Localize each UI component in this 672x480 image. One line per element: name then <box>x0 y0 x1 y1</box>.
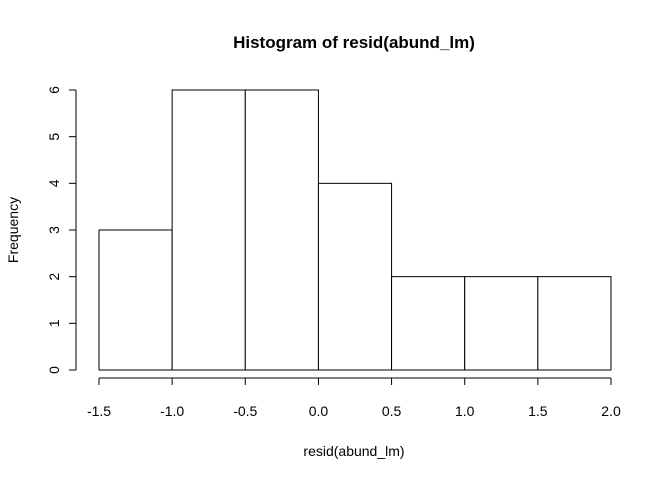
y-axis-label: Frequency <box>5 197 21 263</box>
x-tick-label: -1.0 <box>160 403 184 419</box>
y-tick-label: 5 <box>46 133 62 141</box>
x-tick-label: -1.5 <box>87 403 111 419</box>
histogram-bar-3 <box>244 89 319 371</box>
y-tick-label: 3 <box>46 226 62 234</box>
y-tick-label: 0 <box>46 366 62 374</box>
y-tick-label: 2 <box>46 273 62 281</box>
y-tick-label: 6 <box>46 86 62 94</box>
histogram-bar-4 <box>317 182 393 371</box>
histogram-bar-2 <box>171 89 246 371</box>
x-tick-label: 2.0 <box>601 403 621 419</box>
chart-title: Histogram of resid(abund_lm) <box>233 33 475 52</box>
histogram-bar-5 <box>391 276 466 371</box>
histogram-bars <box>98 89 612 371</box>
x-tick-label: 1.5 <box>528 403 548 419</box>
histogram-bar-7 <box>537 276 612 371</box>
y-tick-label: 1 <box>46 319 62 327</box>
x-axis: -1.5 -1.0 -0.5 0.0 0.5 1.0 1.5 2.0 <box>87 377 621 419</box>
x-tick-label: 1.0 <box>455 403 475 419</box>
y-tick-label: 4 <box>46 179 62 187</box>
x-tick-label: 0.5 <box>382 403 402 419</box>
histogram-bar-1 <box>98 229 173 371</box>
histogram-bar-6 <box>464 276 539 371</box>
x-axis-label: resid(abund_lm) <box>303 443 404 459</box>
x-tick-label: 0.0 <box>309 403 329 419</box>
y-axis: 0 1 2 3 4 5 6 <box>46 86 77 374</box>
x-tick-label: -0.5 <box>233 403 257 419</box>
